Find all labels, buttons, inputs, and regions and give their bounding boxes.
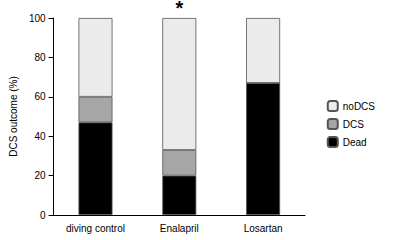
svg-text:DCS outcome (%): DCS outcome (%) bbox=[8, 76, 19, 157]
svg-text:100: 100 bbox=[29, 13, 46, 24]
svg-text:noDCS: noDCS bbox=[343, 101, 376, 112]
svg-text:Losartan: Losartan bbox=[244, 223, 283, 234]
svg-text:60: 60 bbox=[34, 91, 46, 102]
svg-text:20: 20 bbox=[34, 170, 46, 181]
svg-text:80: 80 bbox=[34, 52, 46, 63]
svg-text:diving control: diving control bbox=[66, 223, 125, 234]
svg-text:0: 0 bbox=[40, 210, 46, 221]
svg-text:*: * bbox=[175, 0, 183, 19]
svg-text:40: 40 bbox=[34, 131, 46, 142]
svg-text:Dead: Dead bbox=[343, 137, 367, 148]
svg-text:Enalapril: Enalapril bbox=[160, 223, 199, 234]
svg-text:DCS: DCS bbox=[343, 119, 364, 130]
